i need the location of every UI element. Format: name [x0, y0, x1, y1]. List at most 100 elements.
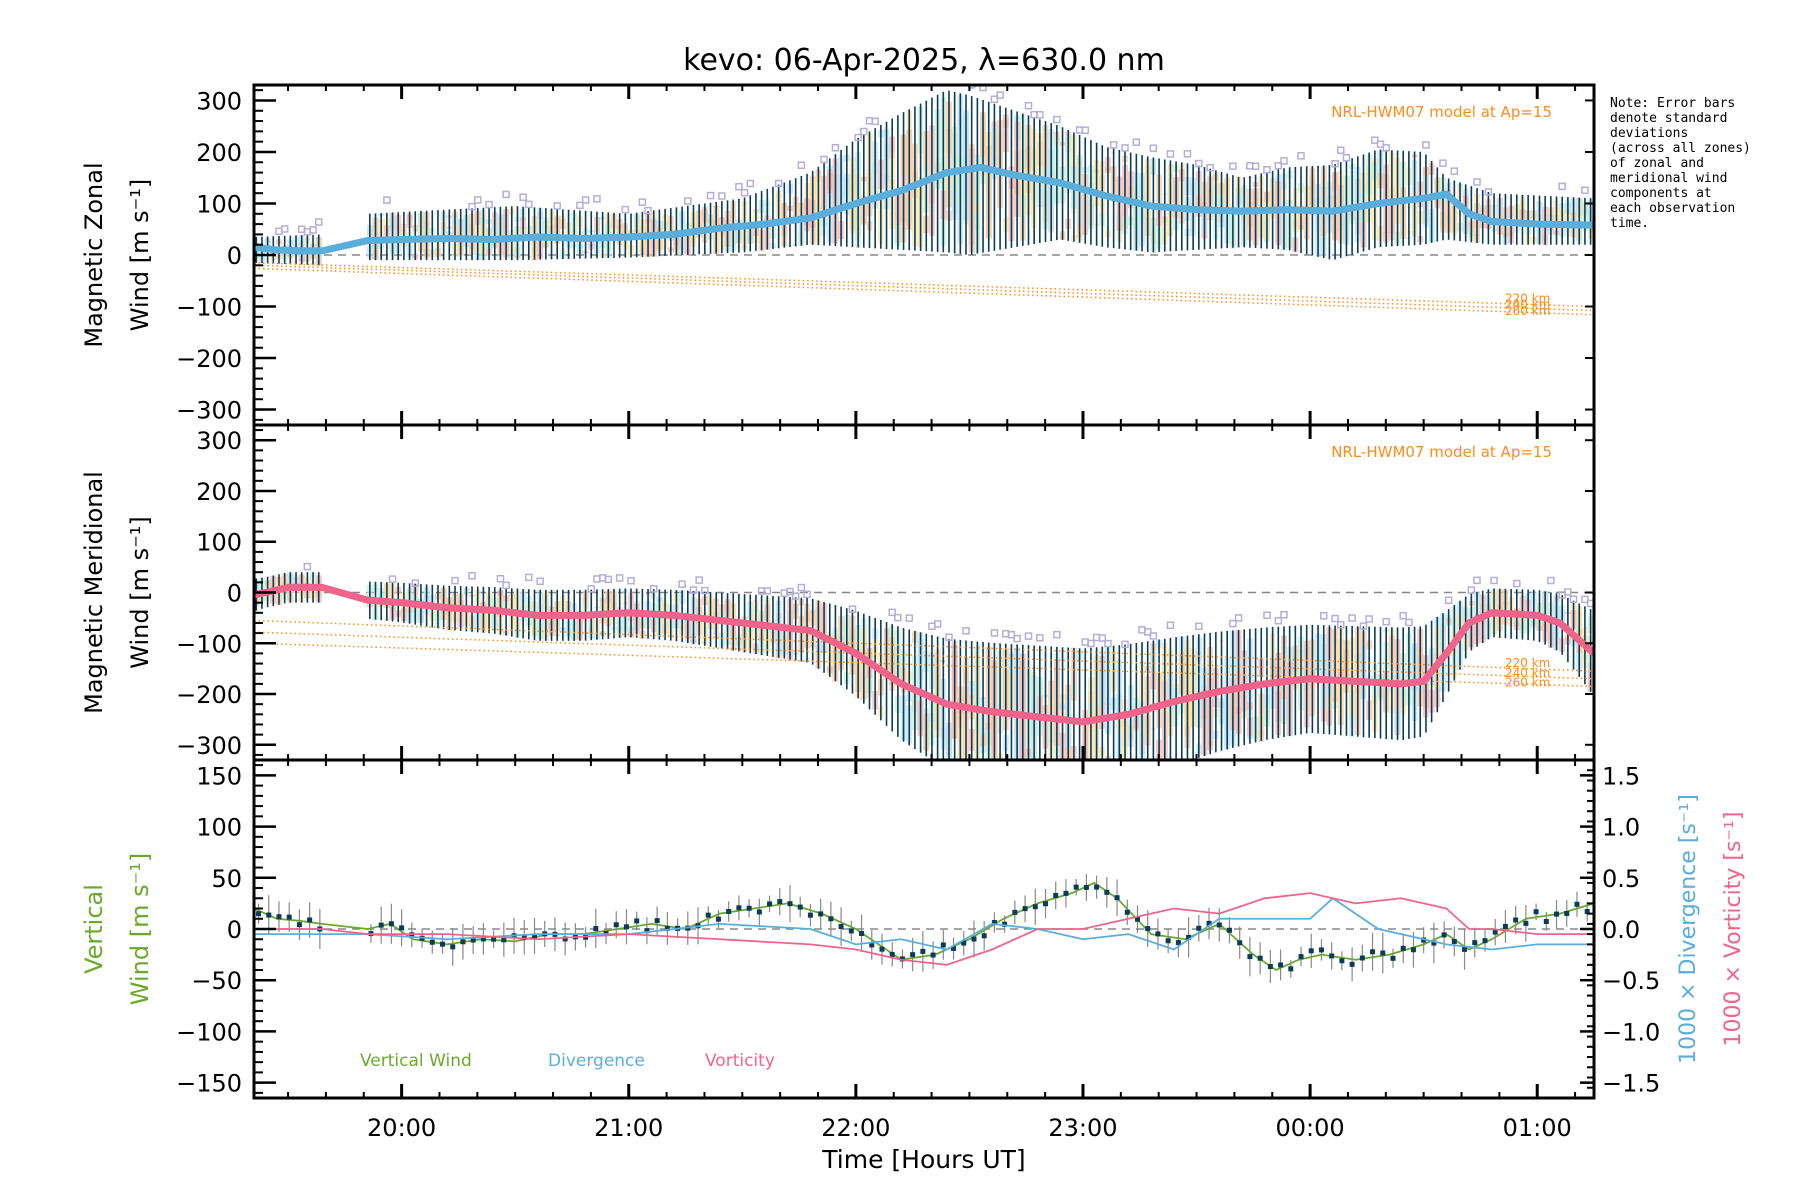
vertical-wind-point [1584, 908, 1590, 914]
vertical-wind-point [1032, 904, 1038, 910]
vertical-wind-point [593, 926, 599, 932]
right-tick-label: 1.5 [1602, 762, 1640, 790]
zone-point [1547, 576, 1555, 585]
vertical-wind-point [1155, 931, 1161, 937]
zone-point [979, 85, 987, 92]
mean-wind-line [254, 583, 1594, 726]
zone-point [962, 627, 970, 635]
vertical-wind-point [399, 925, 405, 931]
vertical-wind-point [705, 912, 711, 918]
model-altitude-label: 220 km [1505, 292, 1550, 306]
vertical-wind-point [777, 899, 783, 905]
model-altitude-label: 220 km [1505, 656, 1550, 670]
vertical-wind-point [1186, 934, 1192, 940]
zone-point [1183, 150, 1192, 158]
left-tick-label: 0 [227, 916, 242, 944]
vertical-wind-point [971, 936, 977, 942]
zone-point [621, 205, 630, 214]
zone-point [1569, 595, 1578, 603]
vertical-wind-point [1574, 901, 1580, 907]
vertical-wind-point [930, 952, 936, 958]
zone-point [536, 577, 544, 586]
right-tick-label: −0.5 [1602, 967, 1660, 995]
right-tick-label: 0.0 [1602, 916, 1640, 944]
zone-point [1382, 144, 1390, 152]
scatter-haze [1043, 770, 1049, 775]
zone-point [967, 85, 976, 89]
left-tick-label: 200 [196, 478, 242, 506]
zone-point [831, 143, 840, 152]
vertical-wind-point [1094, 884, 1100, 890]
zone-point [871, 117, 879, 126]
left-tick-label: 100 [196, 190, 242, 218]
zone-point [803, 590, 811, 599]
model-altitude-label: 240 km [1505, 298, 1550, 312]
zone-point [1036, 111, 1044, 119]
left-tick-label: 0 [227, 242, 242, 270]
zone-point [576, 201, 584, 210]
vertical-wind-point [1216, 922, 1222, 928]
zone-point [519, 193, 527, 201]
zone-point [1024, 632, 1033, 640]
model-line-260-km [254, 267, 1594, 316]
vertical-wind-point [1124, 909, 1130, 915]
zone-point [627, 576, 635, 585]
error-bar-note: Note: Error bars denote standard deviati… [1610, 96, 1751, 231]
vertical-wind-point [1441, 932, 1447, 938]
vertical-wind-point [1022, 906, 1028, 912]
vertical-wind-point [726, 908, 732, 914]
left-tick-label: −300 [176, 732, 242, 760]
zone-point [1337, 621, 1345, 629]
vertical-wind-point [1339, 958, 1345, 964]
vertical-wind-point [1114, 895, 1120, 901]
zone-point [411, 579, 420, 587]
left-tick-label: 100 [196, 814, 242, 842]
zone-point [1013, 634, 1021, 643]
left-tick-label: 100 [196, 529, 242, 557]
zone-point [485, 200, 493, 209]
vertical-wind-point [470, 937, 476, 943]
zone-point [383, 196, 391, 204]
series-vorticity [254, 892, 1594, 966]
chart-title: kevo: 06-Apr-2025, λ=630.0 nm [683, 43, 1165, 78]
zone-point [649, 585, 658, 593]
vertical-wind-point [266, 912, 272, 918]
vertical-wind-point [501, 937, 507, 943]
zone-point [502, 581, 510, 590]
model-altitude-label: 260 km [1505, 675, 1550, 689]
zone-point [774, 179, 783, 188]
vertical-wind-point [1298, 954, 1304, 960]
zone-point [786, 587, 794, 596]
vertical-wind-point [307, 917, 313, 923]
vertical-wind-point [256, 911, 262, 917]
zone-point [1450, 167, 1459, 175]
vertical-wind-point [378, 922, 384, 928]
y-axis-label-line1: Vertical [80, 884, 108, 974]
zone-point [468, 202, 476, 211]
zone-point [1274, 616, 1283, 625]
zone-point [1166, 150, 1175, 158]
vertical-wind-point [838, 924, 844, 930]
zone-point [1467, 586, 1476, 594]
y-axis-label-line1: Magnetic Meridional [80, 471, 108, 714]
zone-point [1513, 579, 1521, 588]
vertical-wind-point [869, 942, 875, 948]
zone-point [1473, 576, 1481, 585]
y-axis-label-line2: Wind [m s⁻¹] [126, 853, 154, 1005]
zone-point [746, 179, 755, 188]
zone-point [525, 200, 533, 209]
vertical-wind-point [562, 936, 568, 942]
vertical-wind-point [1359, 955, 1365, 961]
zone-point [1234, 614, 1243, 622]
left-tick-label: −200 [176, 345, 242, 373]
vertical-wind-point [797, 904, 803, 910]
zone-point [1444, 596, 1453, 604]
zone-point [990, 629, 999, 637]
zone-point [1166, 621, 1175, 630]
model-line-240-km [254, 631, 1594, 680]
left-tick-label: −100 [176, 294, 242, 322]
plot-area-vertical [254, 874, 1594, 984]
zone-point [848, 605, 857, 613]
vertical-wind-point [440, 941, 446, 947]
scatter-haze [1496, 636, 1503, 639]
